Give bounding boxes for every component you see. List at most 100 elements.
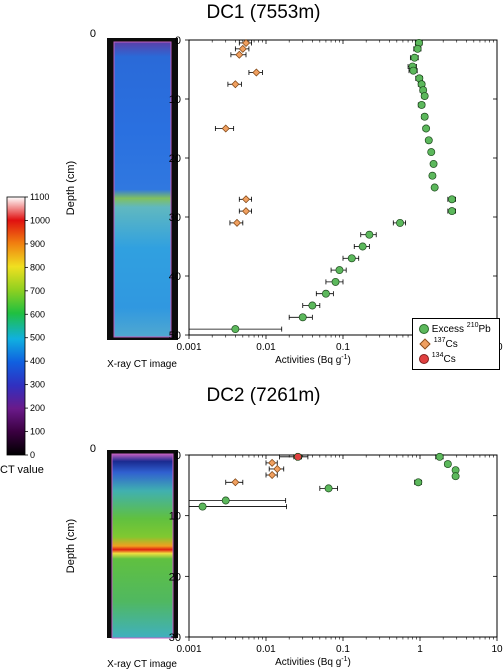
y-tick-label: 0 [175, 35, 181, 47]
y-tick-label: 30 [169, 632, 181, 644]
x-tick-label: 0.01 [256, 644, 276, 655]
colorbar-tick-label: 700 [30, 286, 45, 296]
y-tick-label-outer: 0 [90, 28, 96, 40]
y-tick-label: 30 [169, 212, 181, 224]
data-point-pb210 [414, 478, 423, 487]
y-tick-label: 20 [169, 571, 181, 583]
colorbar-tick-label: 1100 [30, 192, 49, 202]
data-point-cs137 [238, 44, 247, 53]
data-point-pb210 [308, 301, 317, 310]
x-axis-label-close: ) [348, 657, 351, 668]
y-tick-label: 40 [169, 271, 181, 283]
data-point-cs137 [242, 195, 251, 204]
legend: Excess 210Pb 137Cs 134Cs [412, 318, 500, 370]
colorbar-label: CT value [0, 464, 44, 476]
y-axis-label: Depth (cm) [65, 519, 77, 573]
ct-image-dc2 [111, 453, 174, 639]
x-axis-label: Activities (Bq g-1) [275, 354, 351, 366]
y-tick-label: 10 [169, 511, 181, 523]
colorbar [6, 196, 26, 456]
data-point-pb210 [221, 496, 230, 505]
data-point-cs137 [252, 68, 261, 77]
colorbar-tick-label: 1000 [30, 215, 50, 225]
colorbar-tick-label: 800 [30, 262, 45, 272]
data-point-pb210 [424, 136, 433, 145]
data-point-cs137 [235, 50, 244, 59]
data-point-pb210 [347, 254, 356, 263]
legend-marker-circle-red-icon [419, 354, 429, 365]
x-tick-label: 0.001 [176, 342, 201, 353]
x-tick-label: 10 [491, 644, 503, 655]
ct-caption-dc1: X-ray CT image [107, 359, 177, 370]
x-tick-label: 0.001 [176, 644, 201, 655]
data-point-pb210 [413, 44, 422, 53]
data-point-pb210 [430, 183, 439, 192]
data-point-cs137 [242, 207, 251, 216]
data-point-cs137 [268, 471, 277, 480]
data-point-cs137 [232, 218, 241, 227]
ct-caption-dc2: X-ray CT image [107, 659, 177, 670]
data-point-pb210 [435, 452, 444, 461]
data-point-pb210 [422, 124, 431, 133]
y-tick-label-outer: 0 [90, 443, 96, 455]
legend-marker-diamond-orange-icon [419, 338, 431, 351]
data-point-pb210 [410, 53, 419, 62]
legend-item-excess-pb210: Excess 210Pb [419, 322, 491, 335]
legend-item-cs137: 137Cs [419, 337, 458, 351]
y-axis-label: Depth (cm) [65, 161, 77, 215]
colorbar-tick-label: 600 [30, 309, 45, 319]
data-point-cs137 [221, 124, 230, 133]
colorbar-tick-label: 300 [30, 380, 45, 390]
data-point-pb210 [198, 502, 207, 511]
legend-item-cs134: 134Cs [419, 352, 456, 365]
data-point-pb210 [420, 92, 429, 101]
x-axis-label-sup: -1 [341, 656, 347, 663]
colorbar-tick-label: 500 [30, 333, 45, 343]
y-tick-label: 0 [175, 450, 181, 462]
data-point-pb210 [409, 66, 418, 75]
data-point-pb210 [427, 148, 436, 157]
data-point-pb210 [324, 484, 333, 493]
data-point-pb210 [448, 207, 456, 216]
data-point-cs137 [231, 478, 240, 487]
legend-marker-circle-green-icon [419, 324, 429, 335]
data-point-pb210 [448, 195, 456, 204]
data-point-pb210 [365, 230, 374, 239]
y-tick-label: 20 [169, 153, 181, 165]
chart-title-dc1: DC1 (7553m) [206, 2, 321, 23]
x-tick-label: 0.1 [336, 644, 350, 655]
data-point-pb210 [298, 313, 307, 322]
data-point-pb210 [443, 460, 452, 469]
data-point-pb210 [429, 159, 438, 168]
data-point-pb210 [451, 472, 460, 481]
data-point-cs137 [242, 38, 251, 47]
colorbar-tick-label: 200 [30, 403, 45, 413]
data-point-cs134 [294, 452, 302, 461]
x-axis-label-close: ) [348, 355, 351, 366]
data-point-pb210 [428, 171, 437, 180]
x-tick-label: 0.1 [336, 342, 350, 353]
data-point-pb210 [417, 100, 426, 109]
colorbar-tick-label: 900 [30, 239, 45, 249]
colorbar-tick-label: 100 [30, 427, 45, 437]
data-point-cs137 [273, 464, 282, 473]
y-tick-label: 10 [169, 94, 181, 106]
y-tick-label: 50 [169, 330, 181, 342]
colorbar-tick-label: 0 [30, 450, 35, 460]
data-point-cs137 [268, 458, 277, 467]
legend-label: Excess [431, 324, 465, 335]
data-point-pb210 [358, 242, 367, 251]
ct-image-dc1 [113, 41, 172, 338]
x-axis-label: Activities (Bq g-1) [275, 656, 351, 668]
data-point-cs137 [231, 80, 240, 89]
x-tick-label: 0.01 [256, 342, 276, 353]
data-point-pb210 [420, 112, 429, 121]
x-tick-label: 1 [417, 644, 423, 655]
chart-title-dc2: DC2 (7261m) [206, 385, 321, 406]
data-point-pb210 [331, 277, 340, 286]
data-point-pb210 [335, 266, 344, 275]
data-point-pb210 [396, 218, 404, 227]
data-point-pb210 [231, 325, 240, 334]
colorbar-tick-label: 400 [30, 356, 45, 366]
